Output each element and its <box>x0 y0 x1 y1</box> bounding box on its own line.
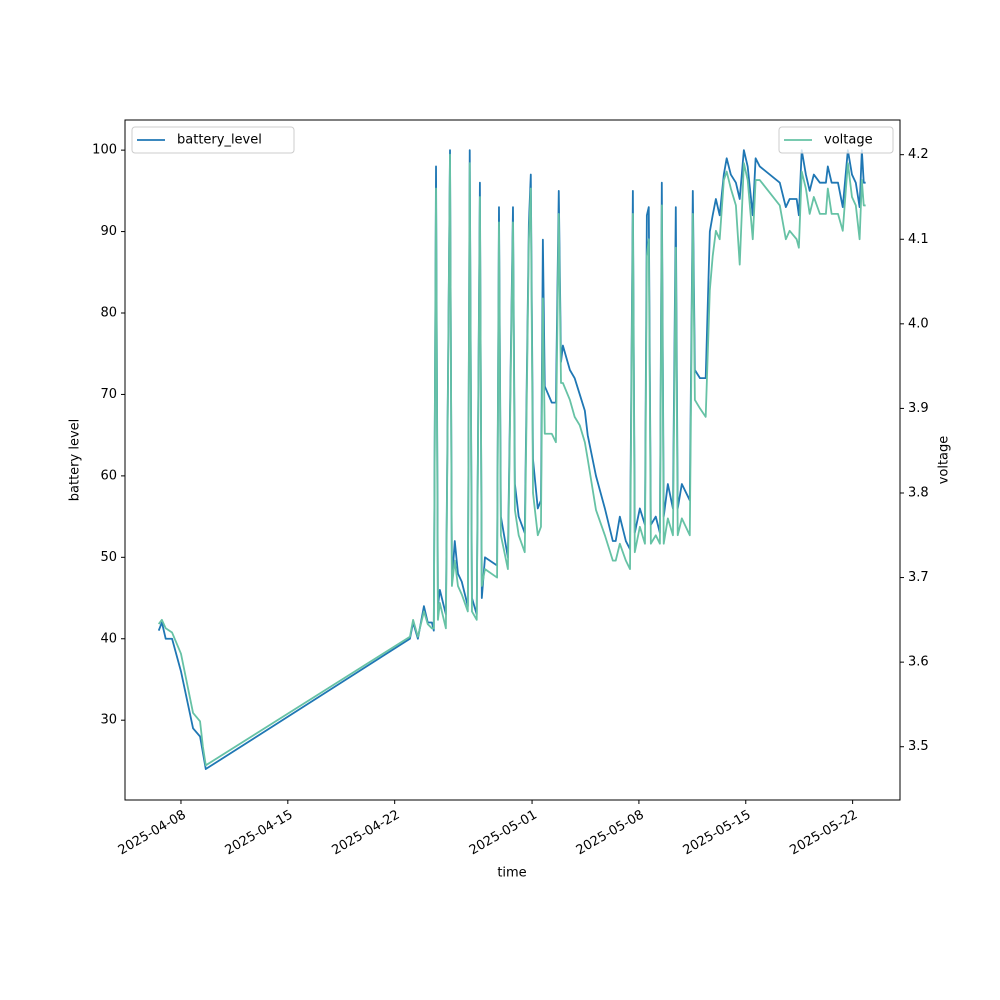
y-axis-label: battery level <box>68 419 83 502</box>
plot-frame <box>124 119 901 801</box>
y-tick-label: 100 <box>92 143 117 158</box>
y2-tick-label: 3.6 <box>908 655 929 670</box>
x-axis-label: time <box>497 866 526 881</box>
legend-box <box>131 126 295 154</box>
y-tick-label: 70 <box>100 387 117 402</box>
series-line <box>157 153 866 767</box>
legend-label: voltage <box>824 133 873 148</box>
y-tick-label: 80 <box>100 306 117 321</box>
y2-tick-label: 4.1 <box>908 232 929 247</box>
y2-tick-label: 3.5 <box>908 739 929 754</box>
y2-axis-label: voltage <box>937 436 952 485</box>
y2-tick-label: 3.8 <box>908 485 929 500</box>
y2-tick-label: 3.7 <box>908 570 929 585</box>
y-tick-label: 40 <box>100 631 117 646</box>
y-tick-label: 90 <box>100 224 117 239</box>
y-tick-label: 50 <box>100 550 117 565</box>
legend-label: battery_level <box>177 133 262 148</box>
legend-box <box>778 126 894 154</box>
y-tick-label: 30 <box>100 713 117 728</box>
y2-tick-label: 4.2 <box>908 147 929 162</box>
y2-tick-label: 4.0 <box>908 316 929 331</box>
series-line <box>157 149 866 770</box>
y-tick-label: 60 <box>100 468 117 483</box>
y2-tick-label: 3.9 <box>908 401 929 416</box>
